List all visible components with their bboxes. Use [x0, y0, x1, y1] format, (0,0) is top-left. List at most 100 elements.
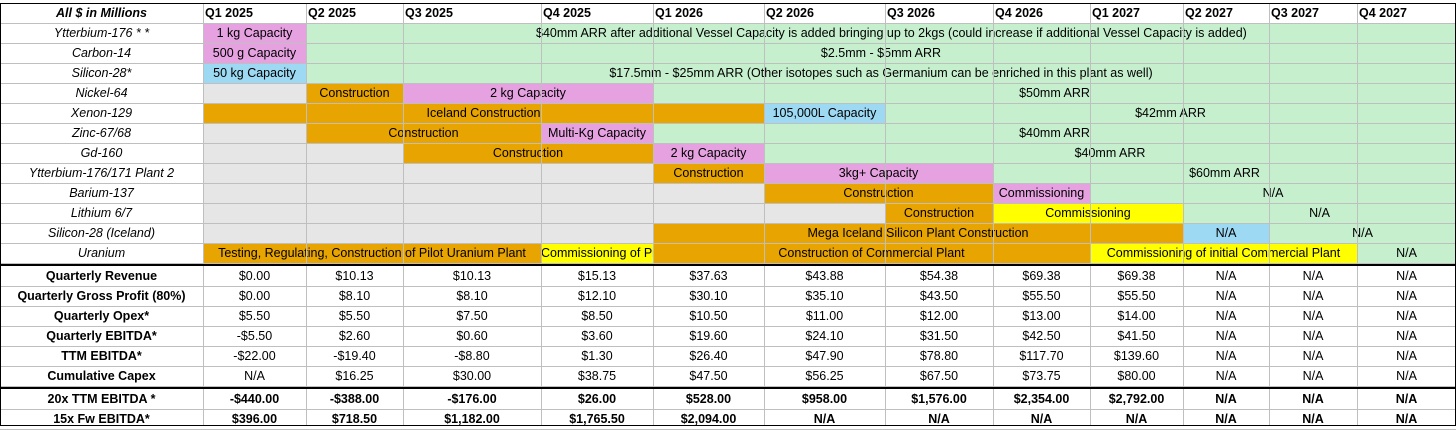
financial-value[interactable]: N/A	[1396, 329, 1417, 343]
isotope-label[interactable]: Uranium	[77, 246, 126, 260]
financial-value[interactable]: N/A	[1215, 412, 1237, 426]
financial-value[interactable]: N/A	[1215, 392, 1237, 406]
isotope-label[interactable]: Barium-137	[69, 186, 134, 200]
header-quarter[interactable]: Q2 2025	[308, 6, 356, 20]
financial-value[interactable]: $42.50	[1022, 329, 1061, 343]
timeline-segment[interactable]: Construction	[885, 204, 993, 224]
financial-value[interactable]: $3.60	[581, 329, 613, 343]
financial-value[interactable]: -$5.50	[236, 329, 273, 343]
header-quarter[interactable]: Q1 2026	[655, 6, 703, 20]
financial-value[interactable]: $31.50	[919, 329, 959, 343]
financial-value[interactable]: $8.50	[581, 309, 613, 323]
financial-value[interactable]: N/A	[928, 412, 950, 426]
timeline-segment[interactable]	[203, 204, 885, 224]
timeline-segment[interactable]: Iceland Construction	[203, 104, 764, 124]
financial-label[interactable]: Quarterly Revenue	[45, 269, 158, 283]
financial-label[interactable]: 15x Fw EBITDA*	[53, 412, 150, 426]
timeline-segment[interactable]	[203, 124, 306, 144]
timeline-segment[interactable]: 3kg+ Capacity	[764, 164, 993, 184]
financial-value[interactable]: N/A	[1396, 349, 1417, 363]
timeline-segment[interactable]: Construction	[764, 184, 993, 204]
timeline-segment[interactable]: N/A	[1357, 244, 1456, 264]
header-quarter[interactable]: Q4 2027	[1359, 6, 1407, 20]
financial-value[interactable]: $958.00	[801, 392, 848, 406]
financial-value[interactable]: $78.80	[919, 349, 959, 363]
financial-value[interactable]: $30.10	[689, 289, 728, 303]
financial-value[interactable]: N/A	[1396, 369, 1417, 383]
financial-value[interactable]: N/A	[1302, 392, 1324, 406]
timeline-segment[interactable]: 105,000L Capacity	[764, 104, 885, 124]
financial-value[interactable]: N/A	[1215, 349, 1237, 363]
isotope-label[interactable]: Nickel-64	[75, 86, 128, 100]
financial-value[interactable]: $1,765.50	[569, 412, 625, 426]
financial-value[interactable]: -$440.00	[229, 392, 280, 406]
financial-value[interactable]: $10.13	[335, 269, 374, 283]
timeline-segment[interactable]	[203, 84, 306, 104]
financial-value[interactable]: $19.60	[689, 329, 728, 343]
timeline-segment[interactable]: $40mm ARR after additional Vessel Capaci…	[403, 24, 1456, 44]
financial-value[interactable]: $54.38	[919, 269, 959, 283]
financial-value[interactable]: $47.50	[689, 369, 728, 383]
header-quarter[interactable]: Q3 2025	[405, 6, 453, 20]
financial-value[interactable]: $47.90	[805, 349, 844, 363]
financial-value[interactable]: N/A	[1395, 392, 1418, 406]
financial-value[interactable]: N/A	[1396, 309, 1417, 323]
financial-value[interactable]: $8.10	[456, 289, 488, 303]
financial-value[interactable]: -$19.40	[333, 349, 376, 363]
financial-value[interactable]: N/A	[1215, 369, 1237, 383]
financial-value[interactable]: -$22.00	[233, 349, 276, 363]
timeline-segment[interactable]: 500 g Capacity	[203, 44, 306, 64]
financial-value[interactable]: $5.50	[338, 309, 371, 323]
financial-value[interactable]: $2,792.00	[1108, 392, 1165, 406]
financial-value[interactable]: N/A	[1396, 289, 1417, 303]
timeline-segment[interactable]	[203, 144, 403, 164]
isotope-label[interactable]: Silicon-28 (Iceland)	[48, 226, 155, 240]
isotope-label[interactable]: Silicon-28*	[71, 66, 132, 80]
isotope-label[interactable]: Xenon-129	[70, 106, 133, 120]
financial-value[interactable]: $718.50	[331, 412, 378, 426]
timeline-segment[interactable]: 50 kg Capacity	[203, 64, 306, 84]
financial-value[interactable]: $43.50	[919, 289, 959, 303]
timeline-segment[interactable]: $2.5mm - $5mm ARR	[306, 44, 1456, 64]
financial-value[interactable]: $11.00	[805, 309, 844, 323]
financial-value[interactable]: $2,094.00	[680, 412, 737, 426]
financial-label[interactable]: TTM EBITDA*	[61, 349, 142, 363]
timeline-segment[interactable]: Multi-Kg Capacity	[541, 124, 653, 144]
isotope-label[interactable]: Ytterbium-176 * *	[53, 26, 150, 40]
financial-value[interactable]: $35.10	[805, 289, 844, 303]
timeline-segment[interactable]: $42mm ARR	[885, 104, 1456, 124]
financial-value[interactable]: $10.13	[452, 269, 492, 283]
header-quarter[interactable]: Q1 2025	[205, 6, 253, 20]
financial-value[interactable]: $30.00	[452, 369, 492, 383]
timeline-segment[interactable]: Mega Iceland Silicon Plant Construction	[653, 224, 1183, 244]
financial-value[interactable]: $10.50	[689, 309, 728, 323]
financial-value[interactable]: $1.30	[581, 349, 613, 363]
financial-value[interactable]: $41.50	[1117, 329, 1156, 343]
timeline-segment[interactable]: Testing, Regulating, Construction of Pil…	[203, 244, 541, 264]
financial-value[interactable]: N/A	[1396, 269, 1417, 283]
financial-value[interactable]: $1,182.00	[444, 412, 500, 426]
timeline-segment[interactable]	[203, 224, 653, 244]
financial-value[interactable]: $15.13	[577, 269, 617, 283]
financial-value[interactable]: $14.00	[1117, 309, 1156, 323]
financial-label[interactable]: Quarterly Opex*	[53, 309, 150, 323]
financial-value[interactable]: N/A	[1395, 412, 1418, 426]
timeline-segment[interactable]: Construction of Commercial Plant	[653, 244, 1090, 264]
financial-value[interactable]: $0.60	[456, 329, 488, 343]
financial-value[interactable]: N/A	[1302, 289, 1324, 303]
timeline-segment[interactable]: Construction	[306, 124, 541, 144]
header-quarter[interactable]: Q4 2025	[543, 6, 591, 20]
financial-value[interactable]: -$8.80	[454, 349, 490, 363]
timeline-segment[interactable]: N/A	[1090, 184, 1456, 204]
isotope-label[interactable]: Carbon-14	[71, 46, 132, 60]
timeline-segment[interactable]: Construction	[653, 164, 764, 184]
timeline-segment[interactable]: Construction	[306, 84, 403, 104]
timeline-segment[interactable]: $50mm ARR	[653, 84, 1456, 104]
timeline-segment[interactable]: 2 kg Capacity	[653, 144, 764, 164]
financial-value[interactable]: N/A	[1030, 412, 1053, 426]
financial-value[interactable]: $55.50	[1117, 289, 1156, 303]
timeline-segment[interactable]: N/A	[1183, 204, 1456, 224]
financial-value[interactable]: N/A	[1302, 269, 1324, 283]
timeline-segment[interactable]: N/A	[1183, 224, 1269, 244]
isotope-label[interactable]: Ytterbium-176/171 Plant 2	[28, 166, 175, 180]
